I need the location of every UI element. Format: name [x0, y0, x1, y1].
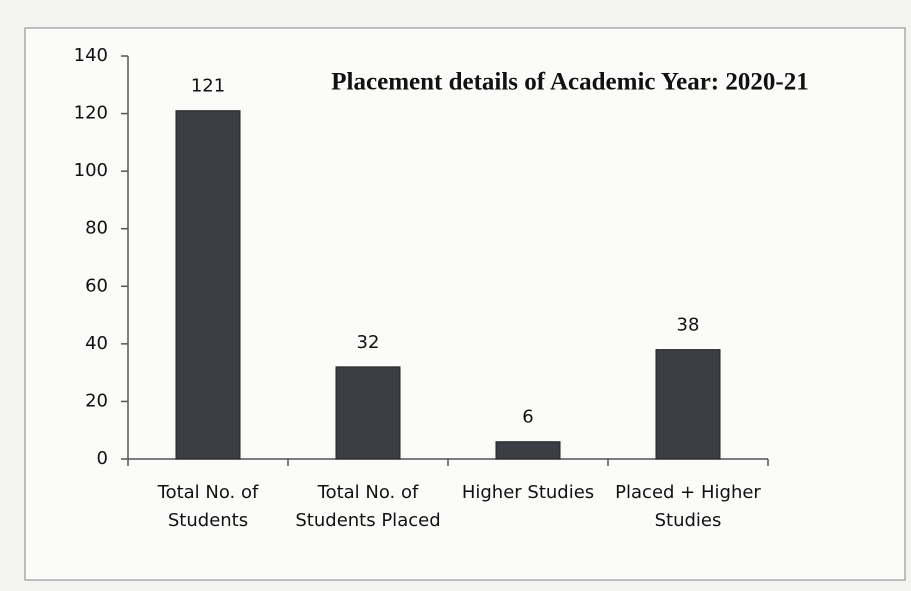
x-tick-label: Total No. of Students Placed — [295, 482, 441, 531]
value-label: 32 — [357, 332, 380, 353]
y-tick-label: 120 — [74, 103, 108, 124]
chart-title: Placement details of Academic Year: 2020… — [331, 69, 808, 96]
value-label: 38 — [677, 315, 700, 336]
bar — [335, 366, 401, 460]
value-label: 6 — [522, 407, 533, 428]
y-tick-label: 20 — [85, 390, 108, 411]
bar — [495, 441, 561, 460]
chart-frame — [24, 27, 906, 581]
x-tick-label: Higher Studies — [461, 482, 595, 503]
bar — [175, 110, 241, 460]
y-tick-label: 140 — [74, 45, 108, 66]
y-tick-label: 80 — [85, 218, 108, 239]
y-tick-label: 40 — [85, 333, 108, 354]
value-label: 121 — [191, 76, 225, 97]
x-tick-label: Total No. of Students — [157, 482, 259, 531]
y-tick-label: 60 — [85, 275, 108, 296]
x-tick-label: Placed + Higher Studies — [615, 482, 761, 531]
bar — [655, 349, 721, 460]
y-tick-label: 0 — [97, 448, 108, 469]
y-tick-label: 100 — [74, 160, 108, 181]
